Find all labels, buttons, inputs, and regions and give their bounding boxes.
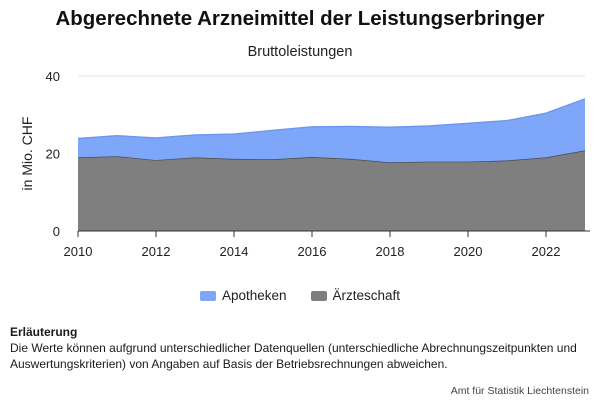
chart-subtitle: Bruttoleistungen [247, 44, 353, 60]
area-apotheken [78, 98, 585, 163]
point-apotheken-2012 [155, 137, 157, 139]
x-tick-label-2022: 2022 [532, 244, 561, 259]
legend-item-aerzteschaft[interactable]: Ärzteschaft [310, 288, 401, 303]
point-apotheken-2020 [467, 122, 469, 124]
point-apotheken-2022 [545, 112, 547, 114]
note-heading: Erläuterung [10, 325, 78, 339]
point-apotheken-2017 [350, 125, 352, 127]
point-apotheken-2023 [584, 98, 586, 100]
point-apotheken-2014 [233, 133, 235, 135]
x-tick-label-2012: 2012 [142, 244, 171, 259]
x-tick-label-2018: 2018 [376, 244, 405, 259]
point-apotheken-2010 [77, 137, 79, 139]
y-tick-label-40: 40 [46, 69, 60, 84]
legend-label-apotheken: Apotheken [221, 288, 287, 303]
area-chart: 2010 2012 2014 2016 2018 2020 2022 0 20 40 in Mio.… [19, 69, 590, 259]
x-tick-label-2014: 2014 [220, 244, 249, 259]
legend-swatch-apotheken [199, 290, 216, 301]
source-credit: Amt für Statistik Liechtenstein [450, 385, 589, 397]
x-tick-label-2010: 2010 [64, 244, 93, 259]
point-apotheken-2011 [116, 134, 118, 136]
point-apotheken-2019 [428, 125, 430, 127]
point-apotheken-2021 [506, 119, 508, 121]
area-aerzteschaft [78, 150, 585, 231]
line-apotheken [77, 98, 586, 140]
chart-title: Abgerechnete Arzneimittel der Leistungse… [55, 7, 545, 30]
point-apotheken-2013 [194, 134, 196, 136]
y-tick-label-0: 0 [53, 224, 60, 239]
legend-swatch-aerzteschaft [310, 290, 327, 301]
x-tick-label-2020: 2020 [454, 244, 483, 259]
note-text: Die Werte können aufgrund unterschiedlic… [10, 341, 577, 371]
point-apotheken-2018 [389, 126, 391, 128]
legend-item-apotheken[interactable]: Apotheken [199, 288, 287, 303]
point-apotheken-2015 [272, 129, 274, 131]
legend-label-aerzteschaft: Ärzteschaft [332, 288, 401, 303]
y-axis-title: in Mio. CHF [19, 117, 35, 191]
chart-legend: Apotheken Ärzteschaft [0, 288, 600, 303]
y-tick-label-20: 20 [46, 147, 60, 162]
point-apotheken-2016 [311, 126, 313, 128]
x-tick-label-2016: 2016 [298, 244, 327, 259]
